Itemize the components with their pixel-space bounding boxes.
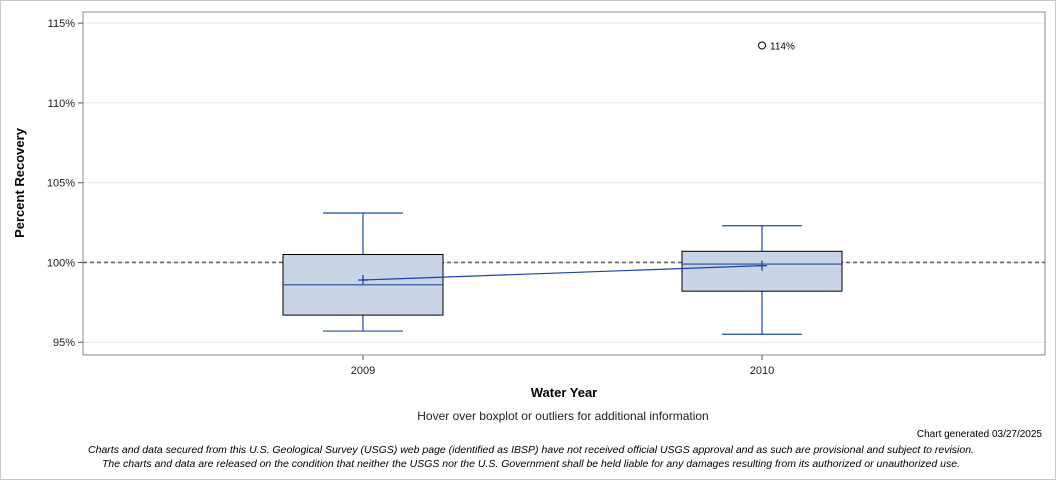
chart-generated-date: Chart generated 03/27/2025: [916, 429, 1042, 440]
y-tick-label: 100%: [47, 257, 75, 269]
boxplot-2009[interactable]: [282, 212, 444, 332]
y-tick-label: 110%: [48, 98, 76, 110]
outliers[interactable]: 114%: [758, 41, 795, 53]
plot-area: [82, 11, 1046, 356]
y-axis: 95% 100% 105% 110% 115%: [47, 18, 83, 349]
box-iqr[interactable]: [681, 250, 843, 292]
boxplot-2010[interactable]: [681, 225, 843, 335]
outlier-point[interactable]: [758, 41, 766, 50]
mean-connector: [362, 265, 763, 281]
gridlines: [83, 22, 1045, 343]
x-tick-label: 2010: [750, 365, 774, 377]
boxes[interactable]: [282, 212, 843, 335]
disclaimer: Charts and data secured from this U.S. G…: [0, 444, 1056, 471]
y-axis-label: Percent Recovery: [12, 127, 27, 238]
x-axis: 2009 2010: [351, 355, 774, 377]
x-axis-label: Water Year: [531, 385, 598, 400]
hover-hint: Hover over boxplot or outliers for addit…: [417, 409, 709, 423]
disclaimer-line-1: Charts and data secured from this U.S. G…: [88, 444, 974, 456]
disclaimer-line-2: The charts and data are released on the …: [102, 457, 960, 470]
y-tick-label: 95%: [53, 337, 75, 349]
y-tick-label: 105%: [47, 178, 75, 190]
y-tick-label: 115%: [48, 18, 76, 30]
mean-connector-line: [362, 265, 763, 281]
outlier-label: 114%: [770, 42, 795, 53]
x-tick-label: 2009: [351, 365, 375, 377]
